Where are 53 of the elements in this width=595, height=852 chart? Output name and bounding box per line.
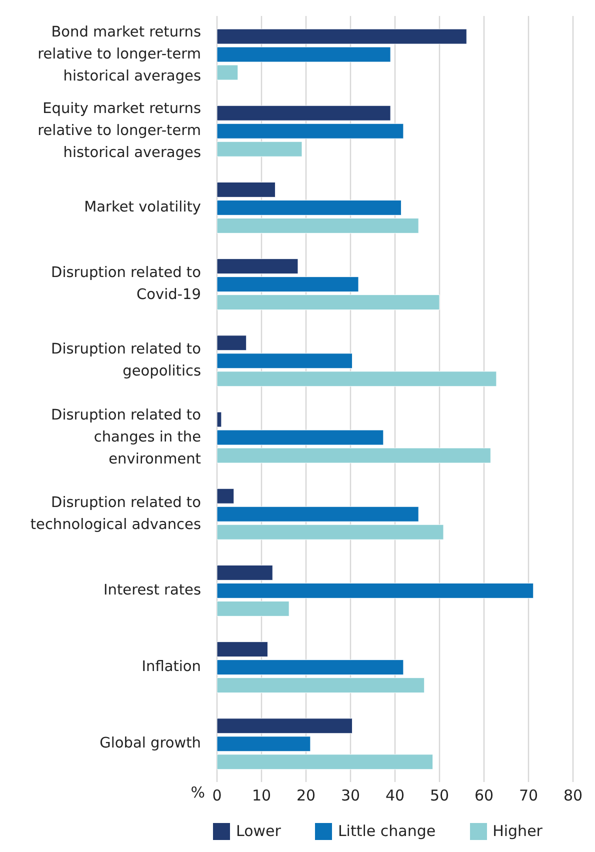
y-tick-label: Global growth xyxy=(100,736,201,752)
y-tick-label: Disruption related to Covid-19 xyxy=(51,265,202,304)
bar xyxy=(217,105,391,121)
y-tick-label: Bond market returns relative to longer-term historical averages xyxy=(38,24,201,84)
bar xyxy=(217,123,404,139)
y-tick-label: Market volatility xyxy=(84,200,202,216)
bar xyxy=(217,582,534,598)
y-tick-label: Disruption related to geopolitics xyxy=(51,342,202,380)
legend-label: Higher xyxy=(492,822,542,840)
y-tick-label: Interest rates xyxy=(104,582,201,598)
bar xyxy=(217,218,419,234)
x-tick-label: 20 xyxy=(296,786,316,805)
y-tick-label: Disruption related to changes in the environment xyxy=(51,407,202,468)
bar xyxy=(217,718,353,734)
bar xyxy=(217,182,276,198)
bar xyxy=(217,200,402,216)
x-tick-label: 40 xyxy=(385,786,405,805)
x-tick-label: 10 xyxy=(252,786,272,805)
bar xyxy=(217,660,404,676)
bar xyxy=(217,294,440,310)
bar xyxy=(217,335,247,351)
y-tick-label: Inflation xyxy=(142,659,201,676)
bar xyxy=(217,564,273,580)
bar xyxy=(217,754,434,770)
bar xyxy=(217,736,311,752)
bar xyxy=(217,46,391,62)
bar xyxy=(217,258,298,274)
x-tick-label: 60 xyxy=(474,786,494,805)
x-tick-label: 70 xyxy=(518,786,538,805)
x-tick-label: 50 xyxy=(430,786,450,805)
bar xyxy=(217,524,444,540)
bar xyxy=(217,412,222,428)
legend-label: Lower xyxy=(236,822,281,840)
legend-label: Little change xyxy=(338,822,436,840)
x-tick-label: 80 xyxy=(563,786,583,805)
x-tick-label: 30 xyxy=(340,786,360,805)
bar xyxy=(217,64,238,80)
bar xyxy=(217,448,491,464)
y-tick-label: Disruption related to technological advances xyxy=(30,494,202,533)
bar xyxy=(217,506,419,522)
bar xyxy=(217,276,359,292)
bar xyxy=(217,678,425,694)
bar xyxy=(217,353,353,369)
bar xyxy=(217,600,290,616)
bar xyxy=(217,488,234,504)
x-tick-label: 0 xyxy=(212,786,222,805)
bar xyxy=(217,28,467,44)
bar xyxy=(217,141,302,157)
y-tick-label: Equity market returns relative to longer-term historical averages xyxy=(38,100,201,161)
bar xyxy=(217,642,268,658)
x-axis-title: % xyxy=(190,783,205,802)
bar xyxy=(217,430,384,446)
bar xyxy=(217,371,497,387)
